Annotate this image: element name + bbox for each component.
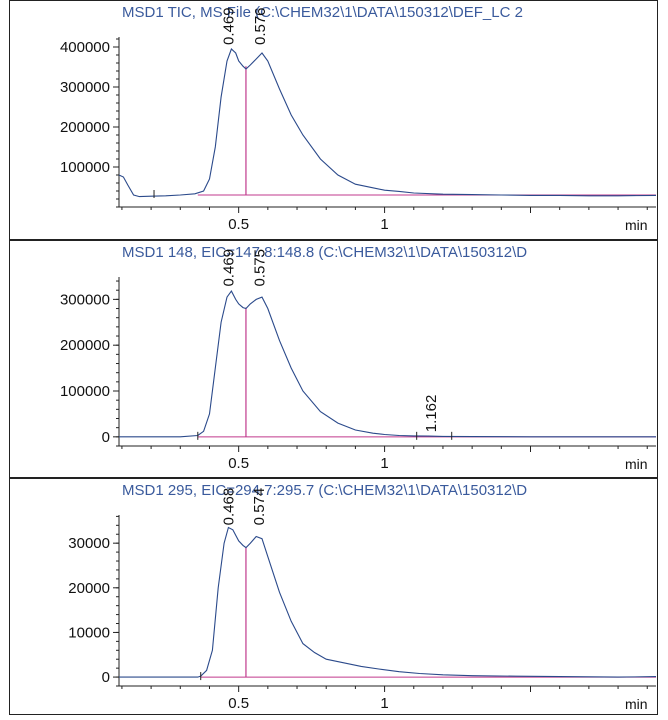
signal-trace — [119, 526, 657, 678]
x-unit-label: min — [625, 696, 648, 712]
y-tick-label: 300000 — [60, 79, 110, 96]
y-tick-label: 30000 — [68, 535, 110, 552]
x-unit-label: min — [625, 456, 648, 472]
y-tick-label: 300000 — [60, 291, 110, 308]
x-tick-label: 1 — [380, 216, 388, 233]
x-tick-label: 0.5 — [228, 695, 249, 712]
peak-label: 0.469 — [221, 249, 238, 287]
y-tick-label: 10000 — [68, 624, 110, 641]
peak-label: 0.574 — [251, 488, 268, 526]
chart-title: MSD1 295, EIC=294.7:295.7 (C:\CHEM32\1\D… — [122, 482, 527, 499]
peak-label: 0.469 — [221, 7, 238, 45]
y-tick-label: 100000 — [60, 383, 110, 400]
chart-panel-3: MSD1 295, EIC=294.7:295.7 (C:\CHEM32\1\D… — [9, 478, 658, 715]
peak-label: 0.575 — [252, 249, 269, 287]
y-tick-label: 200000 — [60, 119, 110, 136]
panel-frame — [9, 0, 658, 240]
chart-title: MSD1 148, EIC=147.8:148.8 (C:\CHEM32\1\D… — [122, 244, 527, 261]
y-tick-label: 0 — [102, 429, 110, 446]
x-tick-label: 1 — [380, 695, 388, 712]
peak-label: 0.576 — [252, 7, 269, 45]
y-tick-label: 400000 — [60, 39, 110, 56]
x-tick-label: 1 — [380, 455, 388, 472]
signal-trace — [119, 290, 656, 438]
chart-panel-1: MSD1 TIC, MS File (C:\CHEM32\1\DATA\1503… — [9, 0, 658, 240]
x-tick-label: 0.5 — [228, 455, 249, 472]
x-unit-label: min — [625, 217, 648, 233]
y-tick-label: 100000 — [60, 159, 110, 176]
chart-panel-2: MSD1 148, EIC=147.8:148.8 (C:\CHEM32\1\D… — [9, 240, 658, 478]
panel-frame — [9, 240, 658, 478]
y-tick-label: 0 — [102, 669, 110, 686]
peak-label: 1.162 — [423, 395, 440, 433]
signal-trace — [118, 48, 657, 198]
y-tick-label: 20000 — [68, 580, 110, 597]
x-tick-label: 0.5 — [228, 216, 249, 233]
chart-title: MSD1 TIC, MS File (C:\CHEM32\1\DATA\1503… — [122, 4, 523, 21]
peak-label: 0.468 — [220, 488, 237, 526]
y-tick-label: 200000 — [60, 337, 110, 354]
